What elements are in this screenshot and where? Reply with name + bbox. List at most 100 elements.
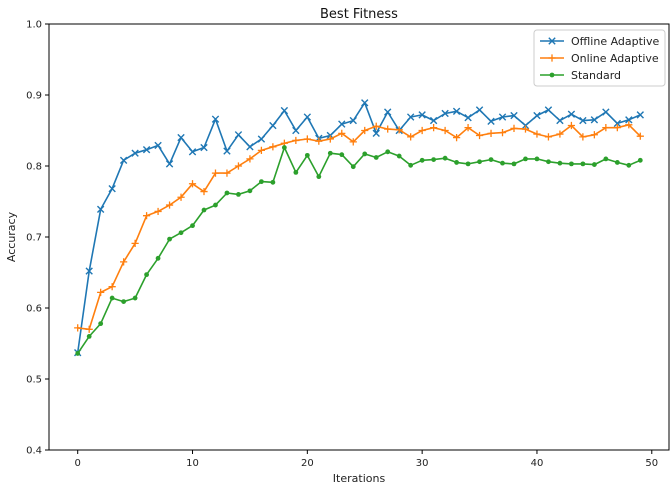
online-adaptive-point [533, 130, 541, 138]
offline-adaptive-point [257, 135, 266, 143]
standard-point [339, 152, 345, 158]
legend-label: Online Adaptive [571, 52, 659, 65]
standard-point [408, 162, 414, 168]
offline-adaptive-point [579, 116, 587, 125]
offline-adaptive-point [636, 111, 644, 119]
online-adaptive-point [74, 324, 82, 332]
standard-point [213, 202, 218, 208]
legend-item-standard: Standard [540, 69, 621, 82]
standard-point [477, 159, 482, 165]
online-adaptive-point [315, 137, 323, 145]
offline-adaptive-point [188, 148, 197, 156]
offline-adaptive-point [384, 108, 392, 116]
online-adaptive-point [223, 169, 231, 177]
x-tick-label: 30 [416, 458, 429, 469]
offline-adaptive-point [223, 147, 231, 155]
online-adaptive-point [142, 212, 151, 220]
online-adaptive-point [257, 146, 266, 154]
standard-point [304, 152, 310, 158]
legend-item-online-adaptive: Online Adaptive [540, 52, 659, 65]
online-adaptive-point [636, 132, 644, 140]
series-offline-adaptive [74, 99, 644, 357]
online-adaptive-point [361, 126, 369, 135]
online-adaptive-point [452, 134, 461, 142]
standard-point [500, 160, 505, 166]
online-adaptive-point [269, 143, 277, 151]
legend-swatch-marker [549, 72, 555, 78]
offline-adaptive-point [613, 119, 622, 128]
legend-swatch-marker [548, 37, 556, 45]
online-adaptive-point [510, 124, 518, 132]
offline-adaptive-point [165, 160, 174, 168]
standard-point [534, 156, 540, 162]
offline-adaptive-point [269, 121, 277, 130]
offline-adaptive-point [406, 113, 415, 121]
online-adaptive-point [234, 162, 243, 170]
offline-adaptive-point [556, 116, 564, 125]
offline-adaptive-point [108, 185, 116, 193]
offline-adaptive-point [119, 156, 128, 165]
legend: Offline Adaptive Online Adaptive Standard [533, 29, 666, 87]
online-adaptive-point [246, 155, 254, 163]
online-adaptive-point [108, 283, 116, 291]
y-tick-label: 0.8 [26, 162, 42, 173]
standard-point [591, 162, 597, 167]
standard-point [569, 161, 574, 167]
offline-adaptive-point [510, 111, 518, 120]
plot-area [48, 23, 670, 451]
legend-label: Offline Adaptive [571, 35, 660, 48]
online-adaptive-point [590, 131, 598, 139]
offline-adaptive-point [602, 108, 610, 116]
online-adaptive-point [326, 135, 334, 143]
online-adaptive-point [211, 169, 220, 177]
y-tick-label: 0.7 [26, 233, 42, 244]
online-adaptive-point [384, 125, 392, 133]
y-tick-label: 1.0 [26, 20, 42, 31]
online-adaptive-point [498, 129, 507, 137]
x-tick-label: 20 [301, 458, 314, 469]
standard-point [557, 160, 563, 166]
standard-point [121, 299, 127, 305]
legend-swatch-marker [548, 54, 556, 62]
x-tick-label: 10 [186, 458, 199, 469]
online-adaptive-point [200, 187, 208, 196]
offline-adaptive-point [533, 111, 541, 120]
standard-point [155, 255, 161, 261]
offline-adaptive-point [464, 114, 472, 122]
offline-adaptive-point [303, 113, 312, 121]
y-tick-label: 0.9 [26, 91, 42, 102]
x-axis-title: Iterations [333, 472, 386, 485]
offline-adaptive-point [211, 115, 220, 123]
online-adaptive-point [487, 129, 495, 137]
standard-point [190, 223, 195, 229]
offline-adaptive-point [177, 133, 185, 142]
standard-point [316, 174, 322, 180]
online-adaptive-point [154, 207, 162, 216]
x-axis: 0 10 20 30 40 50 [75, 450, 658, 469]
standard-point [419, 157, 425, 163]
legend-item-offline-adaptive: Offline Adaptive [540, 35, 660, 48]
online-adaptive-point [165, 201, 174, 209]
series-layer [74, 99, 644, 357]
online-adaptive-point [372, 122, 380, 130]
standard-point [385, 149, 391, 155]
standard-point [614, 160, 620, 165]
chart-title: Best Fitness [320, 7, 398, 22]
online-adaptive-line [77, 124, 641, 331]
standard-point [259, 179, 264, 185]
online-adaptive-point [602, 124, 610, 132]
online-adaptive-point [131, 239, 139, 247]
online-adaptive-point [303, 135, 311, 143]
standard-point [236, 192, 241, 197]
offline-adaptive-point [142, 145, 151, 154]
online-adaptive-point [85, 325, 93, 333]
standard-point [167, 236, 172, 242]
standard-point [488, 157, 494, 163]
x-tick-label: 40 [531, 458, 544, 469]
series-standard [75, 145, 643, 356]
standard-point [201, 207, 207, 213]
offline-adaptive-point [372, 129, 380, 138]
online-adaptive-point [292, 136, 300, 145]
standard-point [178, 230, 184, 236]
x-tick-label: 50 [645, 458, 658, 469]
